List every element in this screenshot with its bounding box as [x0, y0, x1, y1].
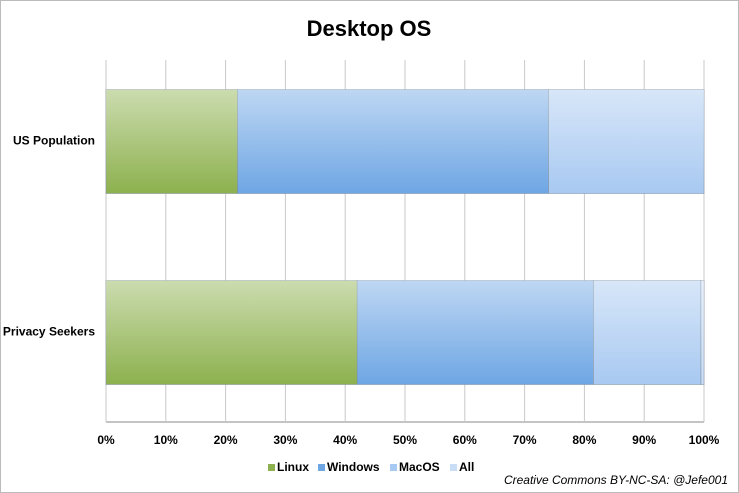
legend-label: MacOS	[399, 460, 440, 474]
bar-sheen	[106, 280, 358, 385]
chart-title: Desktop OS	[307, 16, 432, 41]
legend-swatch	[318, 464, 325, 471]
x-tick-label: 70%	[513, 433, 537, 447]
x-tick-label: 60%	[453, 433, 477, 447]
y-tick-label: US Population	[13, 134, 95, 148]
bar-sheen	[593, 280, 702, 385]
bar-sheen	[357, 280, 594, 385]
legend-swatch	[450, 464, 457, 471]
x-tick-label: 80%	[572, 433, 596, 447]
legend-swatch	[268, 464, 275, 471]
legend-label: Windows	[327, 460, 380, 474]
credit: Creative Commons BY-NC-SA: @Jefe001	[504, 473, 728, 487]
x-tick-label: 10%	[154, 433, 178, 447]
x-tick-label: 40%	[333, 433, 357, 447]
bar-sheen	[548, 89, 704, 194]
bar-sheen	[106, 89, 238, 194]
x-tick-label: 0%	[97, 433, 115, 447]
x-tick-label: 50%	[393, 433, 417, 447]
legend-swatch	[390, 464, 397, 471]
x-tick-label: 100%	[689, 433, 720, 447]
y-tick-label: Privacy Seekers	[3, 325, 95, 339]
bar-sheen	[237, 89, 549, 194]
legend-label: Linux	[277, 460, 309, 474]
x-tick-label: 30%	[273, 433, 297, 447]
x-tick-label: 20%	[214, 433, 238, 447]
x-tick-label: 90%	[632, 433, 656, 447]
legend-label: All	[459, 460, 474, 474]
bar-sheen	[701, 280, 704, 385]
